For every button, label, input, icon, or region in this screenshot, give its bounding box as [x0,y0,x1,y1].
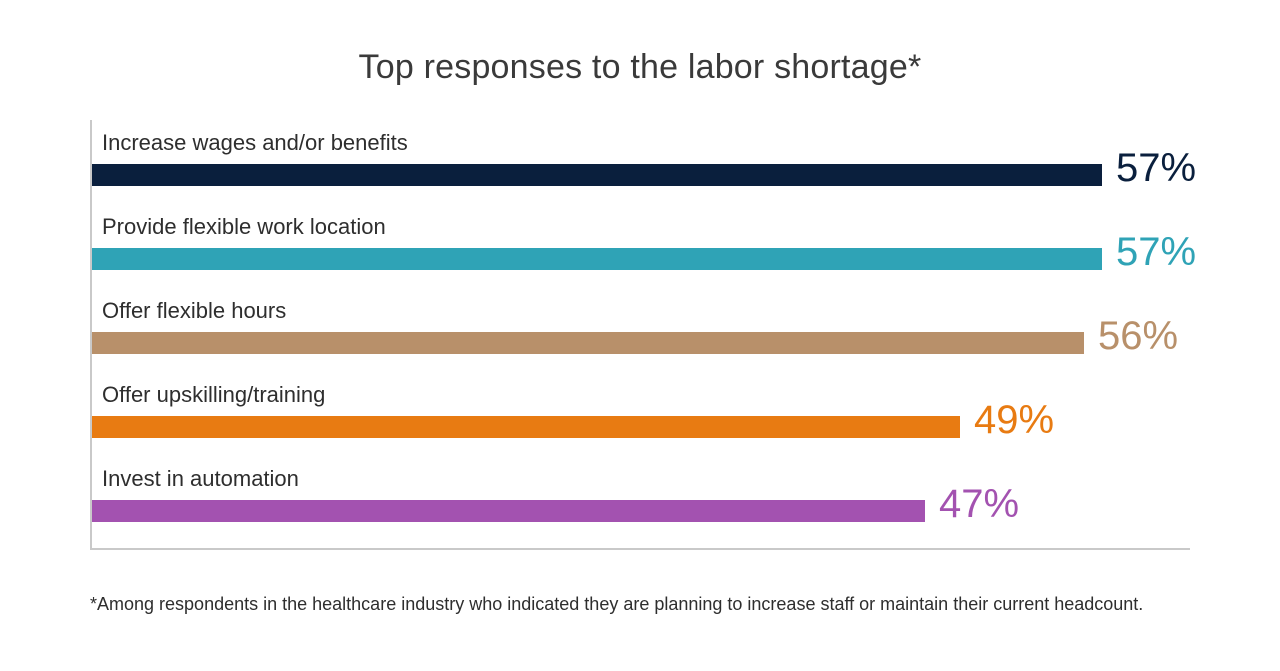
bar-row: Invest in automation 47% [92,462,1192,536]
bar-value: 57% [1116,146,1196,191]
chart-footnote: *Among respondents in the healthcare ind… [90,594,1143,615]
bar-rect [92,164,1102,186]
chart-container: Top responses to the labor shortage* Inc… [0,0,1280,671]
bar-value: 47% [939,482,1019,527]
chart-plot-area: Increase wages and/or benefits 57% Provi… [90,120,1190,550]
bar-row: Provide flexible work location 57% [92,210,1192,284]
bar-rect [92,332,1084,354]
bar-row: Increase wages and/or benefits 57% [92,126,1192,200]
bar-rect [92,416,960,438]
bar-value: 56% [1098,314,1178,359]
bar-rect [92,248,1102,270]
bar-label: Invest in automation [102,466,299,492]
chart-title: Top responses to the labor shortage* [0,48,1280,87]
bar-label: Increase wages and/or benefits [102,130,408,156]
bar-value: 49% [974,398,1054,443]
bar-row: Offer upskilling/training 49% [92,378,1192,452]
bar-row: Offer flexible hours 56% [92,294,1192,368]
x-axis [90,548,1190,550]
bar-label: Offer flexible hours [102,298,286,324]
bar-rect [92,500,925,522]
bar-value: 57% [1116,230,1196,275]
bar-label: Provide flexible work location [102,214,386,240]
bar-label: Offer upskilling/training [102,382,325,408]
